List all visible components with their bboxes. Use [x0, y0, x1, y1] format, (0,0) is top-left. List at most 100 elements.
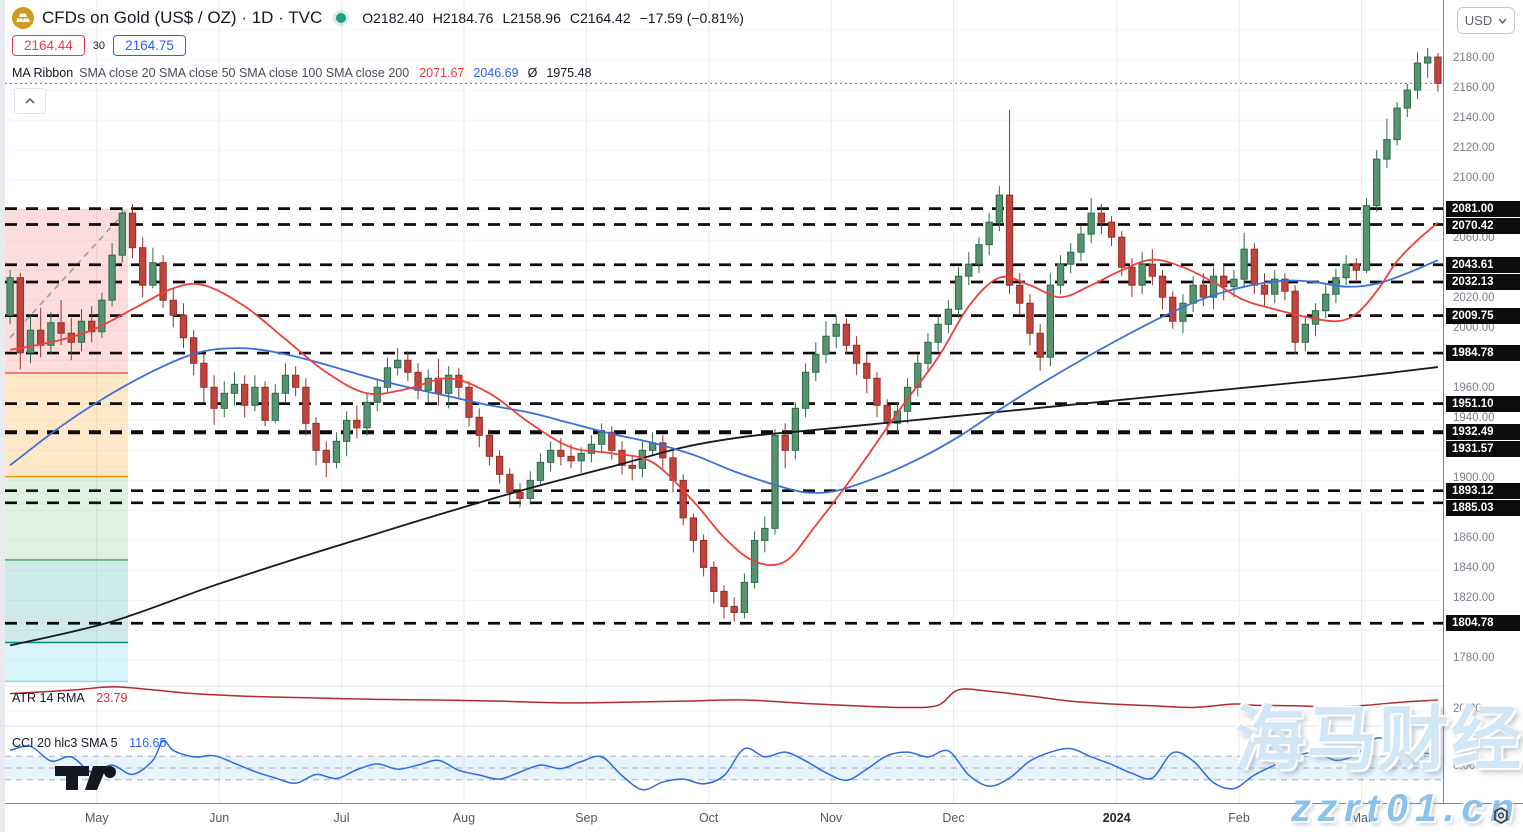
level-price-badge: 1885.03: [1446, 499, 1520, 516]
level-price-badge: 1932.49: [1446, 423, 1520, 440]
price-tick: 2020.00: [1453, 292, 1495, 305]
cci-scale-tick: 0.00: [1453, 760, 1476, 772]
sell-price-button[interactable]: 2164.44: [12, 35, 85, 56]
zone-green: [5, 476, 128, 560]
watermark-url-text: zzrt01.cn: [1291, 787, 1521, 830]
sma200-line: [9, 366, 1439, 647]
cci-legend-row[interactable]: CCI 20 hlc3 SMA 5 116.65: [12, 736, 166, 750]
month-label-feb: Feb: [1228, 811, 1250, 825]
month-label-sep: Sep: [575, 811, 598, 825]
symbol-title[interactable]: CFDs on Gold (US$ / OZ) · 1D · TVC: [42, 8, 323, 27]
change-value: −17.59 (−0.81%): [639, 10, 744, 26]
dashed-trendline: [9, 208, 129, 339]
price-tick: 2000.00: [1453, 322, 1495, 335]
currency-unit-button[interactable]: USD: [1457, 7, 1515, 34]
atr-legend-row[interactable]: ATR 14 RMA 23.79: [12, 691, 127, 705]
month-label-mar: Mar: [1350, 811, 1373, 825]
price-scale[interactable]: USD 2180.00 2160.00 2140.00 2120.00 2100.00 2…: [1443, 0, 1523, 832]
zone-pink: [5, 208, 128, 374]
price-tick: 2140.00: [1453, 112, 1495, 125]
price-tick: 1940.00: [1453, 412, 1495, 425]
zone-teal: [5, 559, 128, 643]
level-price-badge: 1893.12: [1446, 482, 1520, 499]
month-label-2024: 2024: [1102, 811, 1131, 825]
supply-demand-zones: [5, 208, 129, 683]
zone-cyan: [5, 642, 128, 682]
month-label-nov: Nov: [819, 811, 843, 825]
chevron-down-icon: [1498, 18, 1507, 24]
price-tick: 2160.00: [1453, 82, 1495, 95]
atr-value: 23.79: [96, 691, 128, 705]
indicator-name[interactable]: MA Ribbon: [12, 66, 74, 80]
horizontal-gridlines: [5, 29, 1443, 712]
ohlc-readout: O2182.40 H2184.76 L2158.96 C2164.42 −17.…: [362, 10, 753, 26]
price-tick: 2120.00: [1453, 142, 1495, 155]
price-tick: 1860.00: [1453, 532, 1495, 545]
open-value: 2182.40: [373, 10, 424, 26]
ma-ribbon-lines: [9, 221, 1439, 647]
high-value: 2184.76: [442, 10, 494, 26]
left-edge-strip: [0, 0, 5, 832]
symbol-legend-row[interactable]: CFDs on Gold (US$ / OZ) · 1D · TVC O2182…: [12, 7, 753, 29]
price-tick: 1960.00: [1453, 382, 1495, 395]
level-price-badge: 2043.61: [1446, 256, 1520, 273]
sma200-value: 1975.48: [546, 66, 592, 80]
sma50-value: 2046.69: [473, 66, 519, 80]
price-tick: 1900.00: [1453, 472, 1495, 485]
watermark-brand-text: 海马财经: [1235, 700, 1523, 778]
level-price-badge: 2009.75: [1446, 307, 1520, 324]
tradingview-logo[interactable]: [53, 763, 133, 793]
market-status-dot[interactable]: [336, 13, 347, 23]
axis-settings-gear-icon[interactable]: [1491, 806, 1511, 831]
atr-label: ATR 14 RMA: [12, 691, 85, 705]
time-axis[interactable]: May Jun Jul Aug Sep Oct Nov Dec 2024 Feb Mar: [0, 803, 1523, 832]
month-label-aug: Aug: [452, 811, 476, 825]
indicator-params: SMA close 20 SMA close 50 SMA close 100 …: [79, 66, 410, 80]
low-label: L: [502, 10, 511, 26]
atr-line: [10, 686, 1438, 709]
average-symbol: Ø: [527, 66, 538, 80]
month-label-oct: Oct: [698, 811, 719, 825]
ma-ribbon-legend-row[interactable]: MA Ribbon SMA close 20 SMA close 50 SMA …: [12, 66, 601, 80]
level-price-badge: 2032.13: [1446, 274, 1520, 290]
price-tick: 2100.00: [1453, 172, 1495, 185]
spread-value: 30: [92, 39, 106, 52]
zone-orange: [5, 373, 128, 477]
level-price-badge: 2070.42: [1446, 217, 1520, 234]
gold-coin-icon: [12, 7, 34, 29]
price-tick: 1780.00: [1453, 652, 1495, 665]
collapse-legend-button[interactable]: [14, 88, 46, 114]
month-label-may: May: [84, 811, 109, 825]
key-level-lines[interactable]: [5, 207, 1443, 625]
sma20-line: [9, 221, 1439, 567]
level-price-badge: 1931.57: [1446, 440, 1520, 457]
price-tick: 1820.00: [1453, 592, 1495, 605]
currency-label: USD: [1464, 13, 1493, 28]
month-label-jun: Jun: [209, 811, 230, 825]
price-tick: 2060.00: [1453, 232, 1495, 245]
low-value: 2158.96: [510, 10, 561, 26]
high-label: H: [432, 10, 443, 26]
buy-price-button[interactable]: 2164.75: [113, 35, 186, 56]
level-price-badge: 1984.78: [1446, 345, 1520, 362]
sma50-line: [9, 259, 1439, 494]
level-price-badge: 1804.78: [1446, 615, 1520, 632]
candlesticks[interactable]: [6, 48, 1442, 622]
bid-ask-row: 2164.44 30 2164.75: [12, 35, 186, 56]
level-price-badge: 1951.10: [1446, 395, 1520, 412]
open-label: O: [362, 10, 374, 26]
cci-label: CCI 20 hlc3 SMA 5: [12, 736, 118, 750]
sma20-value: 2071.67: [419, 66, 465, 80]
cci-line: [9, 737, 1438, 791]
month-label-dec: Dec: [942, 811, 965, 825]
cci-pane: [5, 737, 1443, 791]
price-tick: 2180.00: [1453, 52, 1495, 65]
atr-scale-tick: 20.00: [1453, 703, 1482, 715]
level-price-badge: 2081.00: [1446, 200, 1520, 217]
month-label-jul: Jul: [333, 811, 350, 825]
chevron-up-icon: [25, 98, 35, 104]
close-value: 2164.42: [580, 10, 631, 26]
close-label: C: [569, 10, 580, 26]
price-tick: 1840.00: [1453, 562, 1495, 575]
